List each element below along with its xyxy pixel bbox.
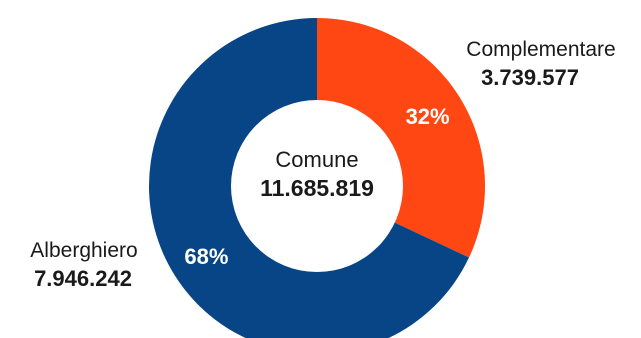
donut-hole — [231, 100, 403, 272]
center-label: Comune — [275, 147, 358, 172]
center-total-value: 11.685.819 — [260, 175, 374, 201]
slice-value-label-complementare: 3.739.577 — [481, 65, 579, 90]
slice-percent-label-complementare: 32% — [406, 104, 450, 129]
slice-name-label-alberghiero: Alberghiero — [30, 239, 137, 262]
slice-value-label-alberghiero: 7.946.242 — [34, 266, 132, 291]
slice-name-label-complementare: Complementare — [466, 38, 615, 61]
slice-percent-label-alberghiero: 68% — [184, 244, 228, 269]
